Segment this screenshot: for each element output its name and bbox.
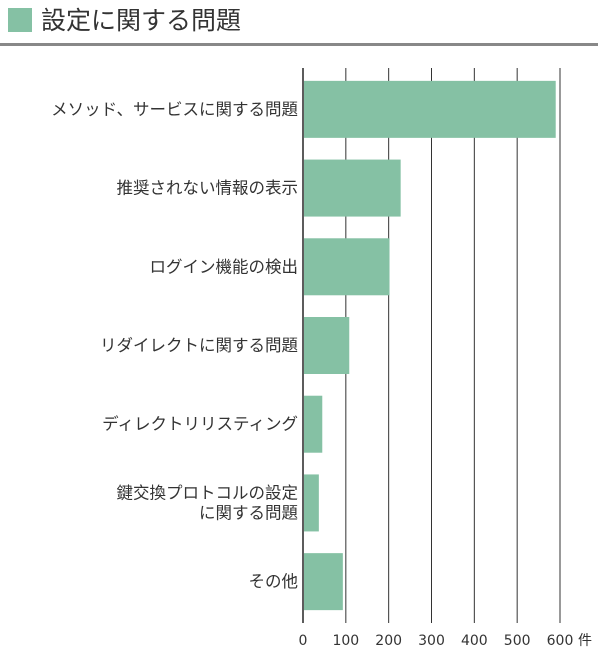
x-tick-label: 500 [504,633,531,649]
category-label: メソッド、サービスに関する問題 [51,100,298,119]
category-label: 鍵交換プロトコルの設定 [117,483,299,502]
category-label: ログイン機能の検出 [150,257,299,276]
category-label: に関する問題 [199,503,298,522]
bar [304,238,390,296]
category-label: その他 [249,572,299,591]
category-label: リダイレクトに関する問題 [100,336,298,355]
bar [304,80,556,138]
legend-swatch [8,8,32,32]
x-unit-label: 件 [578,633,592,649]
bar [304,474,319,532]
title-divider [0,43,598,46]
x-tick-label: 600 [547,633,574,649]
chart-header: 設定に関する問題 [0,0,600,48]
category-label: 推奨されない情報の表示 [117,179,299,198]
bar [304,553,343,611]
bar [304,395,323,453]
x-tick-label: 100 [332,633,359,649]
bar [304,159,401,217]
category-label: ディレクトリリスティング [102,414,298,434]
x-tick-label: 200 [375,633,402,649]
x-tick-label: 0 [299,633,308,649]
x-tick-label: 300 [418,633,445,649]
bar [304,317,350,374]
chart-title: 設定に関する問題 [41,6,242,35]
x-tick-label: 400 [461,633,488,649]
